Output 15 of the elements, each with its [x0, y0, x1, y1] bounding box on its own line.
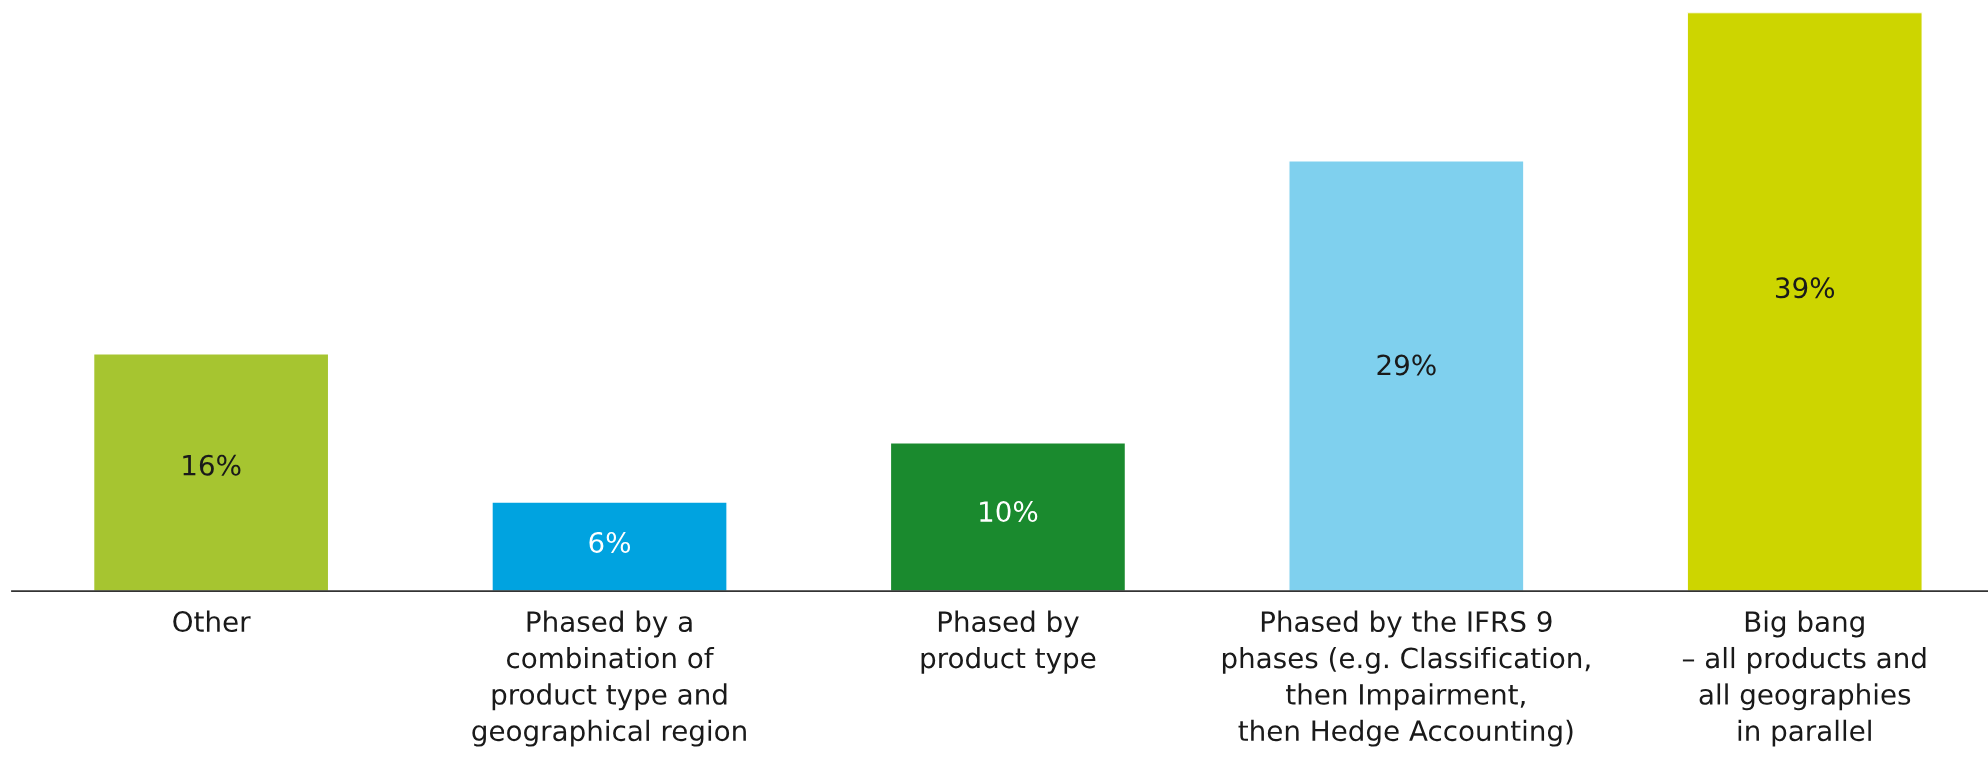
bar — [92, 353, 330, 592]
x-tick-label: Big bang – all products and all geographies in parallel — [1682, 610, 1926, 747]
x-tick-label: Phased by the IFRS 9 phases (e.g. Classification, then Impairment, then Hedge Accounting) — [1222, 610, 1590, 747]
data-label: 6% — [589, 531, 631, 553]
x-tick-label: Phased by a combination of product type and geographical region — [472, 610, 746, 747]
x-tick-label: Phased by product type — [921, 610, 1096, 674]
x-tick-label: Other — [173, 610, 251, 633]
bar — [889, 442, 1127, 592]
bar — [1686, 12, 1923, 592]
bar — [1288, 160, 1525, 592]
data-label: 16% — [183, 454, 241, 476]
data-label: 10% — [980, 501, 1038, 523]
data-label: 39% — [1775, 277, 1835, 299]
bar — [491, 501, 728, 592]
data-label: 29% — [1377, 354, 1436, 376]
